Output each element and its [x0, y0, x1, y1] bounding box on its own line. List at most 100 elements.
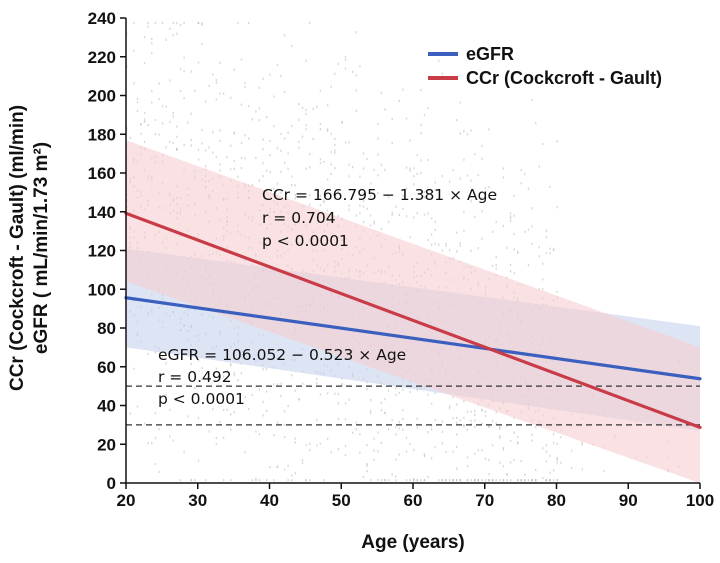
- scatter-point: [535, 468, 537, 472]
- scatter-point: [416, 172, 418, 176]
- scatter-point: [291, 184, 293, 187]
- scatter-point: [244, 81, 246, 84]
- scatter-point: [326, 209, 329, 212]
- scatter-point: [316, 382, 318, 385]
- scatter-point: [423, 455, 426, 458]
- scatter-point: [402, 428, 404, 431]
- scatter-point: [226, 408, 228, 411]
- scatter-point: [542, 262, 544, 265]
- scatter-point: [312, 107, 314, 110]
- scatter-point: [527, 264, 530, 267]
- scatter-point: [556, 461, 558, 464]
- scatter-point: [230, 363, 232, 366]
- scatter-point: [319, 204, 322, 207]
- scatter-point: [448, 479, 451, 482]
- scatter-point: [337, 215, 340, 218]
- scatter-point: [509, 212, 512, 215]
- scatter-point: [430, 457, 433, 460]
- scatter-point: [434, 228, 436, 231]
- scatter-point: [215, 367, 218, 370]
- scatter-point: [326, 104, 329, 107]
- scatter-point: [222, 375, 225, 378]
- scatter-point: [248, 407, 250, 411]
- scatter-point: [416, 426, 418, 429]
- scatter-point: [362, 192, 365, 195]
- scatter-point: [359, 204, 361, 207]
- scatter-point: [434, 392, 436, 395]
- scatter-point: [499, 427, 501, 431]
- scatter-point: [151, 38, 153, 41]
- scatter-point: [495, 411, 497, 414]
- scatter-point: [377, 137, 379, 140]
- scatter-point: [491, 264, 494, 267]
- scatter-point: [506, 424, 508, 427]
- scatter-point: [409, 443, 411, 446]
- scatter-point: [298, 118, 300, 121]
- scatter-point: [169, 79, 171, 82]
- scatter-point: [212, 408, 214, 411]
- scatter-point: [201, 378, 203, 381]
- scatter-point: [176, 32, 178, 35]
- scatter-point: [506, 473, 508, 476]
- scatter-point: [165, 362, 167, 365]
- scatter-point: [456, 416, 458, 419]
- scatter-point: [441, 249, 444, 252]
- scatter-point: [420, 88, 422, 92]
- scatter-point: [459, 419, 461, 422]
- scatter-point: [334, 392, 336, 395]
- scatter-point: [190, 144, 192, 147]
- scatter-point: [359, 65, 361, 68]
- scatter-point: [262, 400, 264, 403]
- x-axis-title: Age (years): [361, 532, 465, 553]
- scatter-point: [133, 82, 135, 85]
- scatter-point: [172, 376, 174, 379]
- regression-lines: [124, 211, 702, 429]
- scatter-point: [344, 402, 347, 405]
- scatter-point: [183, 21, 185, 25]
- scatter-point: [140, 132, 142, 136]
- scatter-point: [456, 421, 458, 424]
- scatter-point: [527, 479, 530, 482]
- scatter-point: [495, 422, 497, 425]
- scatter-point: [441, 72, 444, 75]
- scatter-point: [423, 190, 426, 194]
- scatter-point: [143, 140, 146, 143]
- scatter-point: [269, 466, 271, 469]
- scatter-point: [434, 418, 436, 422]
- x-tick-label: 80: [547, 491, 566, 510]
- scatter-point: [535, 122, 537, 125]
- scatter-point: [276, 182, 279, 185]
- scatter-point: [456, 403, 458, 406]
- scatter-point: [265, 390, 268, 393]
- scatter-point: [330, 85, 332, 88]
- scatter-point: [549, 185, 551, 188]
- scatter-point: [330, 451, 332, 454]
- scatter-point: [377, 478, 379, 482]
- scatter-point: [280, 149, 282, 152]
- scatter-point: [509, 479, 512, 482]
- scatter-point: [377, 153, 379, 156]
- scatter-point: [194, 89, 196, 92]
- scatter-point: [402, 207, 404, 210]
- scatter-point: [309, 21, 311, 25]
- scatter-point: [165, 105, 167, 108]
- scatter-point: [552, 432, 555, 436]
- scatter-point: [395, 433, 397, 436]
- scatter-point: [545, 252, 548, 255]
- scatter-point: [520, 459, 522, 463]
- scatter-point: [495, 193, 497, 196]
- scatter-point: [172, 439, 174, 442]
- scatter-point: [330, 163, 332, 166]
- scatter-point: [179, 67, 182, 70]
- scatter-point: [161, 355, 164, 359]
- scatter-point: [430, 402, 433, 405]
- scatter-point: [359, 212, 361, 215]
- scatter-point: [452, 450, 454, 453]
- scatter-point: [359, 175, 361, 178]
- scatter-point: [183, 69, 185, 73]
- scatter-point: [258, 388, 261, 391]
- scatter-point: [474, 193, 476, 196]
- scatter-point: [362, 167, 365, 170]
- scatter-point: [463, 400, 465, 403]
- scatter-point: [477, 479, 479, 482]
